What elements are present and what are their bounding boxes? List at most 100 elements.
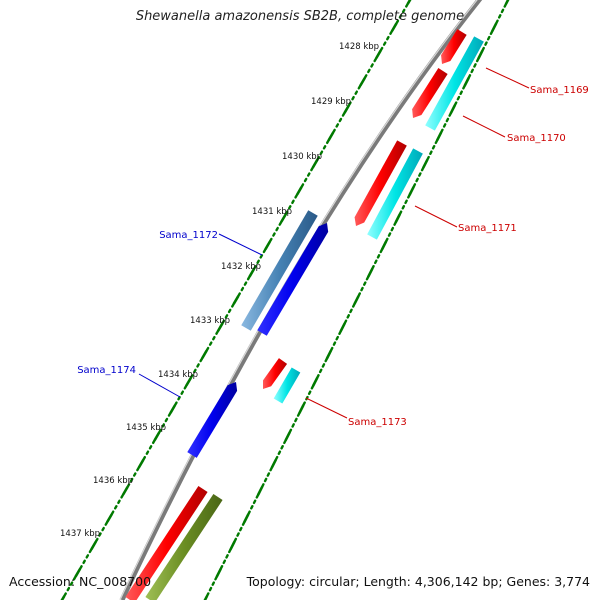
outer-tick bbox=[335, 123, 340, 128]
outer-tick bbox=[177, 395, 181, 401]
inner-tick bbox=[360, 286, 364, 292]
outer-tick bbox=[66, 586, 71, 592]
inner-tick bbox=[503, 3, 507, 8]
outer-tick bbox=[405, 3, 409, 8]
outer-tick bbox=[256, 259, 260, 265]
outer-tick bbox=[189, 374, 194, 379]
kbp-tick-label: 1433 kbp bbox=[190, 316, 230, 326]
gene-callout-line bbox=[414, 205, 458, 228]
outer-tick bbox=[272, 232, 276, 237]
inner-tick bbox=[250, 505, 254, 510]
cds-forward-arrow bbox=[187, 382, 238, 458]
label-layer: 1428 kbp 1429 kbp 1430 kbp 1431 kbp 1432 kbp… bbox=[60, 42, 589, 539]
inner-tick bbox=[500, 8, 505, 14]
inner-tick bbox=[318, 368, 323, 374]
outer-tick bbox=[322, 145, 327, 150]
inner-tick bbox=[329, 346, 334, 352]
inner-tick bbox=[222, 559, 227, 565]
inner-tick bbox=[353, 295, 360, 305]
outer-tick bbox=[88, 548, 93, 554]
inner-tick bbox=[497, 14, 502, 19]
inner-tick bbox=[211, 581, 216, 586]
inner-tick bbox=[491, 22, 498, 33]
outer-tick bbox=[341, 112, 346, 117]
inner-tick bbox=[448, 112, 452, 117]
blast-hit-cyan bbox=[367, 148, 423, 240]
outer-tick bbox=[338, 117, 343, 123]
outer-tick bbox=[212, 335, 216, 341]
inner-tick bbox=[214, 575, 218, 581]
outer-tick bbox=[373, 57, 378, 63]
outer-tick bbox=[101, 526, 105, 532]
inner-tick bbox=[325, 349, 333, 360]
gene-callout-line bbox=[462, 115, 506, 138]
gene-label: Sama_1171 bbox=[458, 223, 517, 234]
outer-tick bbox=[354, 90, 359, 95]
inner-tick bbox=[374, 259, 378, 265]
outer-tick bbox=[375, 49, 382, 60]
outer-tick bbox=[193, 368, 197, 374]
outer-tick bbox=[132, 472, 137, 477]
outer-tick bbox=[94, 537, 99, 543]
outer-tick bbox=[98, 532, 102, 537]
outer-tick bbox=[167, 412, 172, 417]
inner-tick bbox=[442, 123, 447, 128]
blast-hit-cyan bbox=[273, 367, 301, 404]
outer-tick bbox=[137, 458, 145, 469]
outer-tick bbox=[348, 101, 352, 106]
feature-layer bbox=[125, 29, 484, 600]
inner-tick bbox=[504, 0, 510, 5]
gene-label: Sama_1169 bbox=[530, 85, 589, 96]
blast-hit-steel bbox=[241, 210, 318, 331]
outer-tick bbox=[343, 104, 351, 114]
kbp-tick-label: 1429 kbp bbox=[311, 97, 351, 107]
inner-tick bbox=[412, 183, 417, 188]
outer-tick bbox=[142, 455, 147, 461]
gene-label: Sama_1172 bbox=[159, 230, 218, 241]
outer-tick bbox=[246, 275, 251, 281]
inner-tick bbox=[252, 499, 257, 505]
inner-tick bbox=[280, 445, 284, 450]
inner-tick bbox=[456, 95, 461, 101]
inner-tick bbox=[415, 177, 419, 183]
inner-tick bbox=[376, 254, 381, 259]
inner-tick bbox=[277, 450, 282, 455]
inner-tick bbox=[346, 314, 350, 319]
cds-reverse-arrow bbox=[441, 29, 467, 64]
outer-tick bbox=[287, 205, 292, 210]
outer-tick-marks bbox=[60, 0, 412, 600]
inner-tick bbox=[475, 57, 480, 63]
outer-tick bbox=[295, 186, 303, 196]
inner-tick bbox=[241, 521, 246, 526]
genome-backbone bbox=[119, 0, 483, 600]
outer-tick bbox=[199, 357, 204, 363]
accession-label: Accession: NC_008700 bbox=[9, 574, 152, 589]
inner-tick bbox=[312, 376, 319, 387]
inner-tick bbox=[453, 101, 458, 106]
inner-tick bbox=[332, 341, 337, 346]
outer-tick bbox=[63, 592, 67, 597]
outer-tick bbox=[90, 540, 97, 551]
outer-tick bbox=[386, 35, 390, 41]
inner-tick bbox=[387, 232, 392, 237]
inner-tick bbox=[270, 458, 277, 469]
outer-tick bbox=[332, 128, 336, 134]
inner-tick bbox=[298, 404, 305, 414]
outer-tick bbox=[294, 194, 298, 199]
outer-tick bbox=[158, 428, 162, 434]
outer-tick bbox=[367, 68, 371, 74]
inner-tick bbox=[324, 357, 328, 363]
inner-tick bbox=[343, 319, 348, 325]
outer-tick bbox=[316, 155, 321, 161]
outer-tick bbox=[117, 499, 121, 505]
outer-tick bbox=[60, 595, 66, 600]
inner-tick bbox=[365, 275, 370, 281]
inner-tick bbox=[236, 532, 240, 537]
outer-tick bbox=[306, 172, 311, 177]
outer-tick bbox=[161, 423, 166, 428]
outer-tick bbox=[325, 139, 330, 145]
inner-tick bbox=[206, 592, 210, 597]
inner-tick bbox=[291, 423, 295, 428]
outer-tick bbox=[113, 505, 118, 510]
outer-tick bbox=[231, 303, 235, 308]
